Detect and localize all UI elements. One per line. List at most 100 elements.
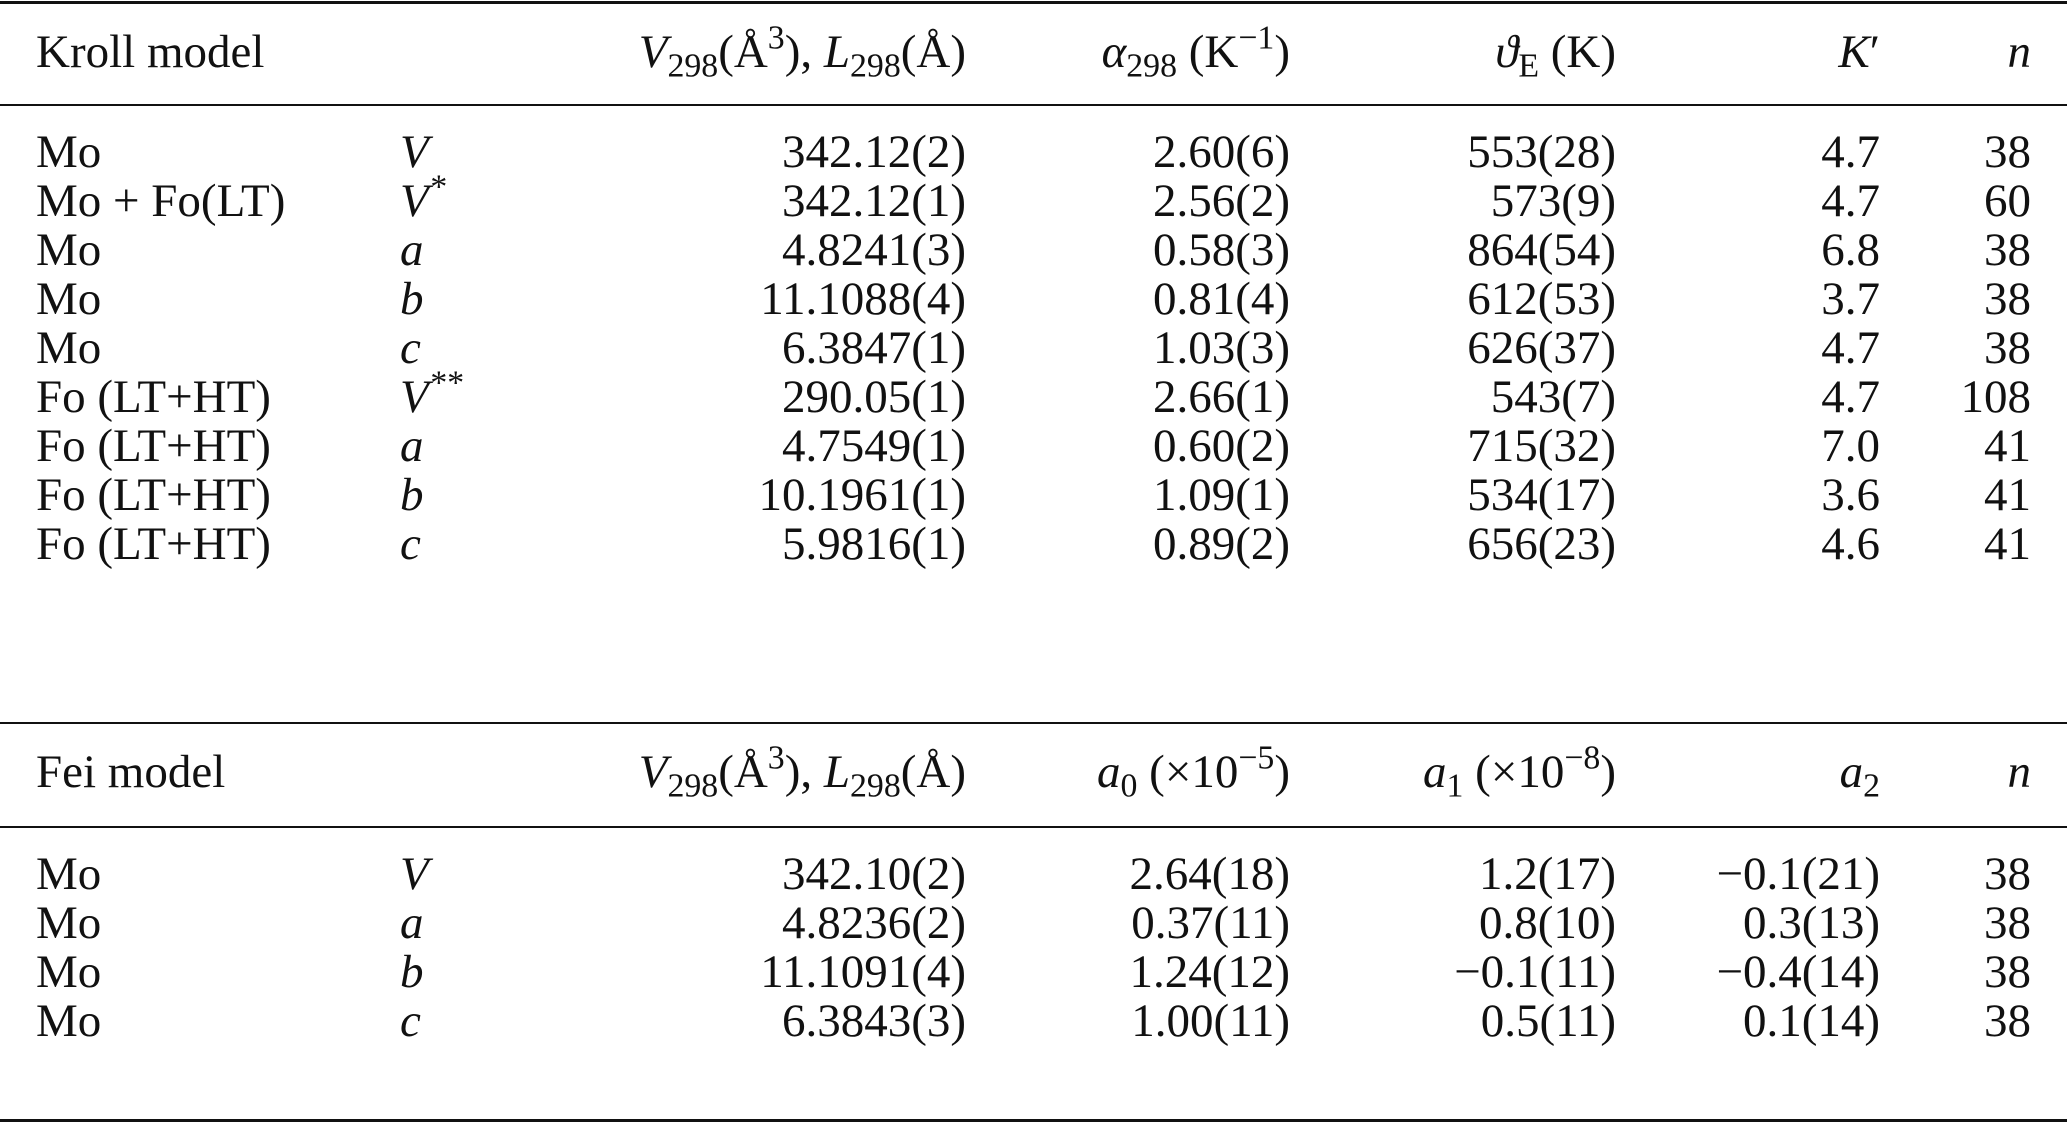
fei-n-header: n (2007, 746, 2032, 798)
n-cell: 38 (1984, 995, 2031, 1047)
fei-a1-header: a1 (×10−8) (1423, 739, 1616, 805)
kroll-n-header: n (2007, 26, 2032, 78)
bottom-rule (0, 1119, 2067, 1122)
parameter-cell: a (400, 224, 424, 276)
a0-cell: 2.64(18) (1129, 848, 1290, 900)
n-cell: 41 (1984, 469, 2031, 521)
k-prime-cell: 4.7 (1821, 175, 1880, 227)
theta-e-cell: 612(53) (1467, 273, 1616, 325)
sample-cell: Mo (36, 224, 102, 276)
n-cell: 38 (1984, 126, 2031, 178)
table-row: Mo V 342.10(2) 2.64(18) 1.2(17) −0.1(21) 38 (0, 842, 2067, 906)
kroll-v298-header: V298(Å3), L298(Å) (638, 19, 966, 85)
sample-cell: Mo + Fo(LT) (36, 175, 286, 227)
a1-cell: 0.5(11) (1480, 995, 1616, 1047)
theta-e-cell: 656(23) (1467, 518, 1616, 570)
v298-l298-cell: 6.3847(1) (781, 322, 966, 374)
n-cell: 38 (1984, 273, 2031, 325)
a2-cell: −0.1(21) (1716, 848, 1880, 900)
fei-a2-header: a2 (1839, 746, 1880, 805)
n-cell: 41 (1984, 518, 2031, 570)
sample-cell: Mo (36, 322, 102, 374)
k-prime-cell: 4.7 (1821, 371, 1880, 423)
sample-cell: Fo (LT+HT) (36, 371, 271, 423)
k-prime-cell: 3.6 (1821, 469, 1880, 521)
parameter-cell: b (400, 946, 424, 998)
sample-cell: Fo (LT+HT) (36, 469, 271, 521)
n-cell: 38 (1984, 224, 2031, 276)
parameter-cell: V (400, 848, 429, 900)
alpha298-cell: 0.89(2) (1152, 518, 1290, 570)
fei-v298-header: V298(Å3), L298(Å) (638, 739, 966, 805)
table-row: Mo b 11.1088(4) 0.81(4) 612(53) 3.7 38 (0, 267, 2067, 331)
sample-cell: Mo (36, 126, 102, 178)
v298-l298-cell: 11.1088(4) (760, 273, 966, 325)
sample-cell: Mo (36, 273, 102, 325)
theta-e-cell: 864(54) (1467, 224, 1616, 276)
alpha298-cell: 1.03(3) (1152, 322, 1290, 374)
fei-header-row: Fei model V298(Å3), L298(Å) a0 (×10−5) a… (0, 740, 2067, 804)
n-cell: 41 (1984, 420, 2031, 472)
a1-cell: 0.8(10) (1478, 897, 1616, 949)
kroll-header-row: Kroll model V298(Å3), L298(Å) α298 (K−1)… (0, 20, 2067, 84)
parameter-cell: b (400, 273, 424, 325)
alpha298-cell: 2.60(6) (1152, 126, 1290, 178)
table-row: Fo (LT+HT) b 10.1961(1) 1.09(1) 534(17) 3.6 41 (0, 463, 2067, 527)
kroll-theta-header: ϑE (K) (1495, 26, 1616, 85)
table-row: Mo c 6.3847(1) 1.03(3) 626(37) 4.7 38 (0, 316, 2067, 380)
table-row: Fo (LT+HT) V** 290.05(1) 2.66(1) 543(7) 4.7 10… (0, 365, 2067, 429)
table-row: Fo (LT+HT) c 5.9816(1) 0.89(2) 656(23) 4.6 41 (0, 512, 2067, 576)
v298-l298-cell: 342.12(2) (781, 126, 966, 178)
v298-l298-cell: 5.9816(1) (781, 518, 966, 570)
table-row: Fo (LT+HT) a 4.7549(1) 0.60(2) 715(32) 7.0 41 (0, 414, 2067, 478)
sample-cell: Mo (36, 897, 102, 949)
v298-l298-cell: 342.12(1) (781, 175, 966, 227)
sample-cell: Mo (36, 946, 102, 998)
parameter-cell: V* (400, 168, 446, 227)
n-cell: 38 (1984, 897, 2031, 949)
v298-l298-cell: 10.1961(1) (758, 469, 966, 521)
k-prime-cell: 4.7 (1821, 126, 1880, 178)
v298-l298-cell: 342.10(2) (781, 848, 966, 900)
v298-l298-cell: 11.1091(4) (760, 946, 966, 998)
a0-cell: 0.37(11) (1131, 897, 1290, 949)
k-prime-cell: 6.8 (1821, 224, 1880, 276)
a1-cell: −0.1(11) (1454, 946, 1616, 998)
kroll-alpha-header: α298 (K−1) (1101, 19, 1290, 85)
top-rule (0, 1, 2067, 4)
sample-cell: Fo (LT+HT) (36, 420, 271, 472)
a0-cell: 1.24(12) (1129, 946, 1290, 998)
theta-e-cell: 553(28) (1467, 126, 1616, 178)
kroll-model-label: Kroll model (36, 26, 265, 78)
parameter-cell: c (400, 322, 421, 374)
table-row: Mo V 342.12(2) 2.60(6) 553(28) 4.7 38 (0, 120, 2067, 184)
theta-e-cell: 543(7) (1490, 371, 1616, 423)
table-row: Mo a 4.8236(2) 0.37(11) 0.8(10) 0.3(13) 38 (0, 891, 2067, 955)
n-cell: 108 (1960, 371, 2032, 423)
k-prime-cell: 4.6 (1821, 518, 1880, 570)
theta-e-cell: 534(17) (1467, 469, 1616, 521)
sample-cell: Mo (36, 995, 102, 1047)
sample-cell: Mo (36, 848, 102, 900)
k-prime-cell: 3.7 (1821, 273, 1880, 325)
fei-model-label: Fei model (36, 746, 226, 798)
k-prime-cell: 4.7 (1821, 322, 1880, 374)
fei-a0-header: a0 (×10−5) (1097, 739, 1290, 805)
alpha298-cell: 0.58(3) (1152, 224, 1290, 276)
a2-cell: 0.3(13) (1742, 897, 1880, 949)
parameter-cell: V** (400, 364, 463, 423)
v298-l298-cell: 6.3843(3) (781, 995, 966, 1047)
parameter-cell: c (400, 518, 421, 570)
theta-e-cell: 715(32) (1467, 420, 1616, 472)
a0-cell: 1.00(11) (1131, 995, 1290, 1047)
section-divider-rule (0, 722, 2067, 724)
kroll-header-rule (0, 104, 2067, 106)
v298-l298-cell: 290.05(1) (781, 371, 966, 423)
kroll-k-header: K′ (1838, 26, 1880, 78)
alpha298-cell: 0.60(2) (1152, 420, 1290, 472)
parameter-cell: V (400, 126, 429, 178)
n-cell: 60 (1984, 175, 2031, 227)
parameter-cell: c (400, 995, 421, 1047)
v298-l298-cell: 4.8236(2) (781, 897, 966, 949)
